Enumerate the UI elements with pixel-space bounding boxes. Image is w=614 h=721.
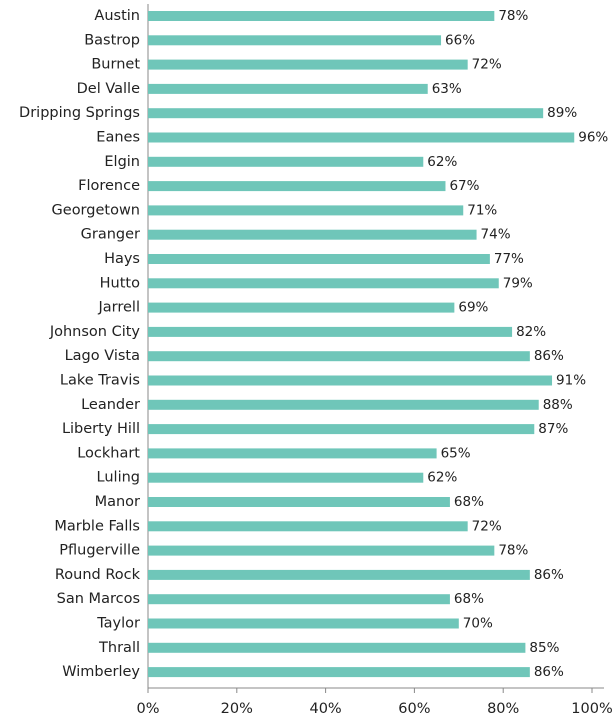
bar [148, 472, 424, 483]
value-label: 79% [503, 275, 533, 291]
bar [148, 11, 495, 21]
x-tick-label: 40% [309, 701, 341, 717]
bar [148, 181, 446, 192]
y-tick-label: Thrall [98, 640, 140, 656]
value-label: 77% [494, 251, 524, 267]
bar [148, 278, 499, 289]
bar [148, 667, 530, 678]
value-label: 70% [463, 616, 493, 632]
y-tick-label: Burnet [91, 57, 140, 73]
y-tick-label: Round Rock [55, 567, 141, 583]
y-tick-label: Florence [78, 178, 140, 194]
bar [148, 399, 539, 410]
bar [148, 132, 575, 143]
value-label: 91% [556, 373, 586, 389]
y-tick-label: Liberty Hill [62, 421, 140, 437]
bar [148, 424, 535, 435]
value-label: 86% [534, 348, 564, 364]
y-tick-label: Lockhart [77, 445, 140, 461]
value-label: 89% [547, 105, 577, 121]
bar [148, 448, 437, 459]
value-label: 71% [467, 202, 497, 218]
x-tick-label: 20% [221, 701, 253, 717]
bar [148, 254, 490, 264]
value-label: 74% [481, 227, 511, 243]
y-tick-label: San Marcos [57, 591, 140, 607]
y-tick-label: Hays [104, 251, 140, 267]
value-label: 65% [441, 445, 471, 461]
value-label: 87% [538, 421, 568, 437]
bar [148, 545, 495, 556]
bar [148, 35, 442, 46]
value-label: 96% [578, 130, 608, 146]
value-label: 66% [445, 32, 475, 48]
value-label: 62% [427, 154, 457, 170]
value-label: 69% [458, 300, 488, 316]
bar [148, 594, 450, 605]
bar [148, 642, 526, 653]
y-tick-label: Lake Travis [60, 373, 140, 389]
y-tick-label: Luling [97, 470, 140, 486]
y-tick-label: Pflugerville [59, 543, 140, 559]
value-label: 78% [498, 8, 528, 24]
bar [148, 229, 477, 240]
value-label: 72% [472, 518, 502, 534]
x-tick-label: 60% [398, 701, 430, 717]
bar [148, 497, 450, 507]
value-label: 68% [454, 494, 484, 510]
value-label: 88% [543, 397, 573, 413]
bar [148, 326, 513, 337]
y-tick-label: Granger [81, 227, 140, 243]
bar [148, 108, 544, 119]
y-tick-label: Austin [94, 8, 140, 24]
value-label: 72% [472, 57, 502, 73]
value-label: 78% [498, 543, 528, 559]
y-tick-label: Wimberley [62, 664, 140, 680]
x-tick-label: 80% [487, 701, 519, 717]
y-tick-label: Hutto [100, 275, 140, 291]
y-tick-label: Johnson City [49, 324, 141, 340]
y-tick-label: Del Valle [77, 81, 140, 97]
y-tick-label: Georgetown [52, 202, 140, 218]
value-label: 82% [516, 324, 546, 340]
x-tick-label: 100% [571, 701, 612, 717]
value-label: 68% [454, 591, 484, 607]
value-label: 86% [534, 567, 564, 583]
bar [148, 59, 468, 70]
bar [148, 83, 428, 94]
y-tick-label: Eanes [96, 130, 140, 146]
y-tick-label: Bastrop [84, 32, 140, 48]
bar [148, 351, 530, 362]
y-tick-label: Marble Falls [54, 518, 140, 534]
value-label: 67% [449, 178, 479, 194]
bar [148, 302, 455, 313]
bar [148, 521, 468, 532]
bar [148, 569, 530, 580]
y-tick-label: Jarrell [98, 300, 141, 316]
x-tick-label: 0% [136, 701, 159, 717]
value-label: 85% [529, 640, 559, 656]
y-tick-label: Taylor [96, 616, 140, 632]
bar [148, 375, 553, 386]
bar [148, 205, 464, 216]
bar [148, 618, 459, 629]
y-tick-label: Lago Vista [65, 348, 140, 364]
y-tick-label: Leander [81, 397, 140, 413]
value-label: 86% [534, 664, 564, 680]
y-tick-label: Elgin [104, 154, 140, 170]
y-tick-label: Manor [95, 494, 140, 510]
y-tick-label: Dripping Springs [19, 105, 140, 121]
value-label: 63% [432, 81, 462, 97]
bar [148, 156, 424, 167]
value-label: 62% [427, 470, 457, 486]
